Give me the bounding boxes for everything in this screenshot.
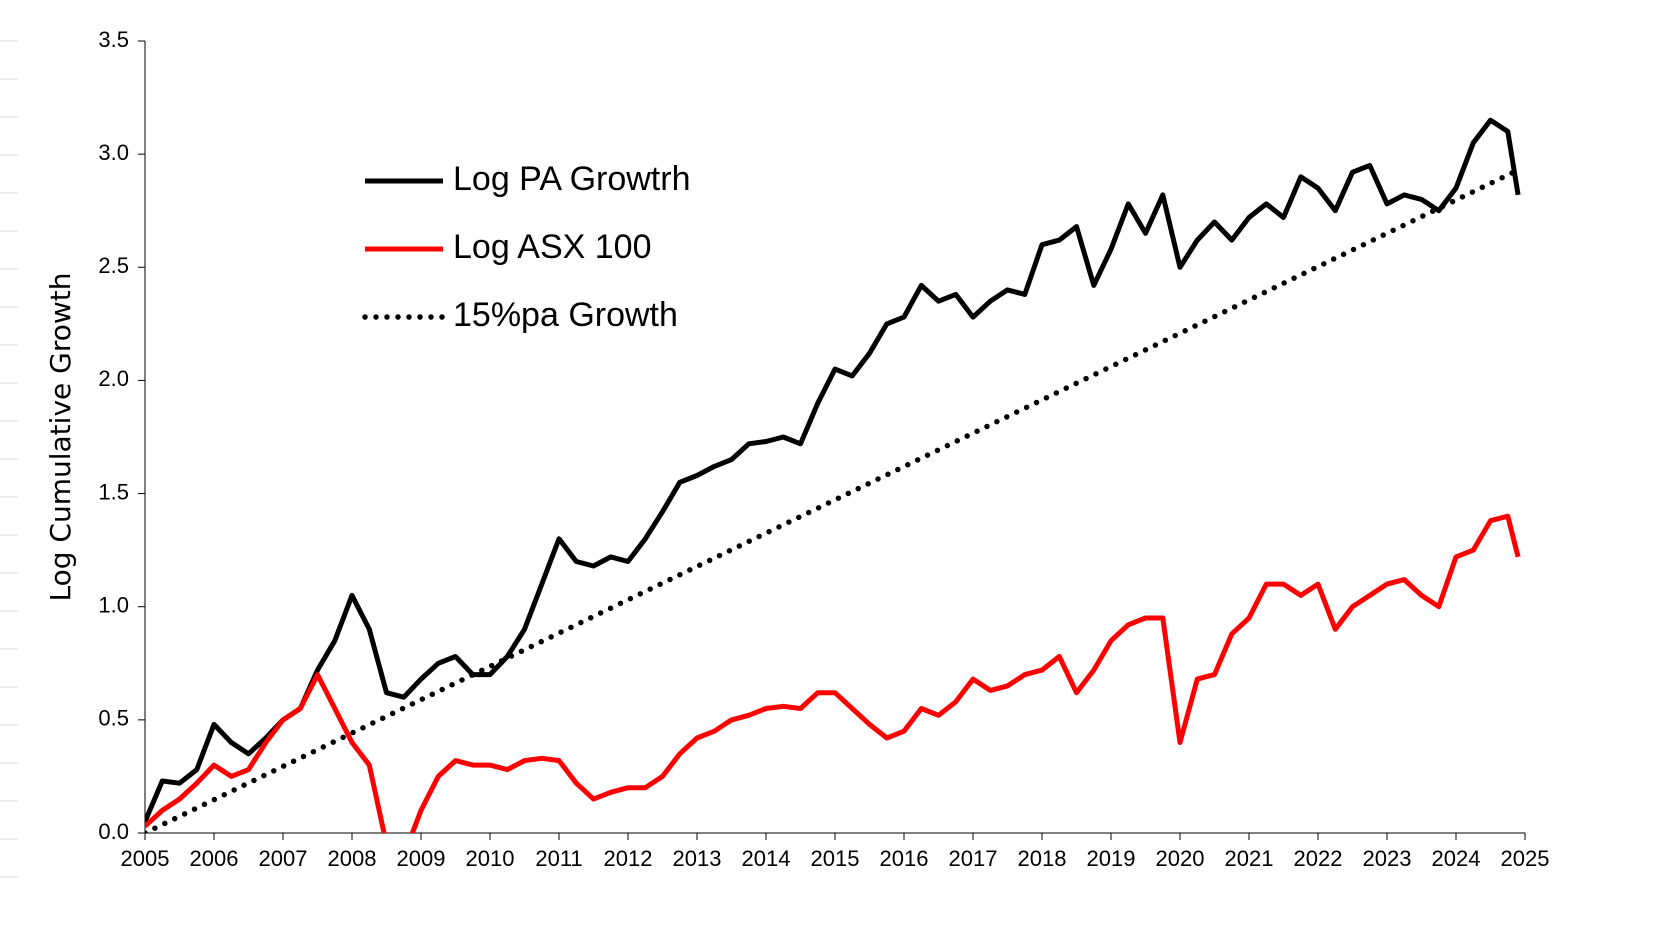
y-tick-label: 1.0	[98, 593, 129, 618]
x-tick-label: 2014	[742, 846, 791, 871]
legend-label: 15%pa Growth	[453, 296, 678, 334]
y-tick-label: 1.5	[98, 479, 129, 504]
x-tick-label: 2017	[949, 846, 998, 871]
y-tick-label: 2.5	[98, 253, 129, 278]
x-tick-label: 2022	[1294, 846, 1343, 871]
y-tick-label: 0.0	[98, 819, 129, 844]
legend-label: Log ASX 100	[453, 228, 652, 266]
x-tick-label: 2019	[1087, 846, 1136, 871]
x-tick-label: 2010	[466, 846, 515, 871]
series-line	[145, 167, 1521, 833]
x-tick-label: 2006	[190, 846, 239, 871]
series-line	[145, 117, 1521, 823]
x-tick-label: 2023	[1363, 846, 1412, 871]
x-tick-label: 2005	[121, 846, 170, 871]
x-tick-label: 2008	[328, 846, 377, 871]
x-tick-label: 2025	[1501, 846, 1550, 871]
y-tick-label: 0.5	[98, 706, 129, 731]
sheet-grid	[0, 40, 18, 878]
x-tick-label: 2020	[1156, 846, 1205, 871]
x-tick-label: 2007	[259, 846, 308, 871]
y-axis-label: Log Cumulative Growth	[44, 273, 77, 602]
x-tick-label: 2013	[673, 846, 722, 871]
plot-area	[145, 117, 1521, 833]
legend-label: Log PA Growtrh	[453, 160, 691, 198]
x-tick-label: 2016	[880, 846, 929, 871]
y-tick-label: 3.5	[98, 27, 129, 52]
y-tick-label: 3.0	[98, 140, 129, 165]
y-tick-label: 2.0	[98, 366, 129, 391]
x-tick-label: 2021	[1225, 846, 1274, 871]
x-tick-label: 2012	[604, 846, 653, 871]
x-tick-label: 2024	[1432, 846, 1481, 871]
series-line	[145, 513, 1521, 833]
x-tick-label: 2015	[811, 846, 860, 871]
x-tick-label: 2018	[1018, 846, 1067, 871]
x-tick-label: 2009	[397, 846, 446, 871]
x-tick-label: 2011	[535, 846, 582, 871]
